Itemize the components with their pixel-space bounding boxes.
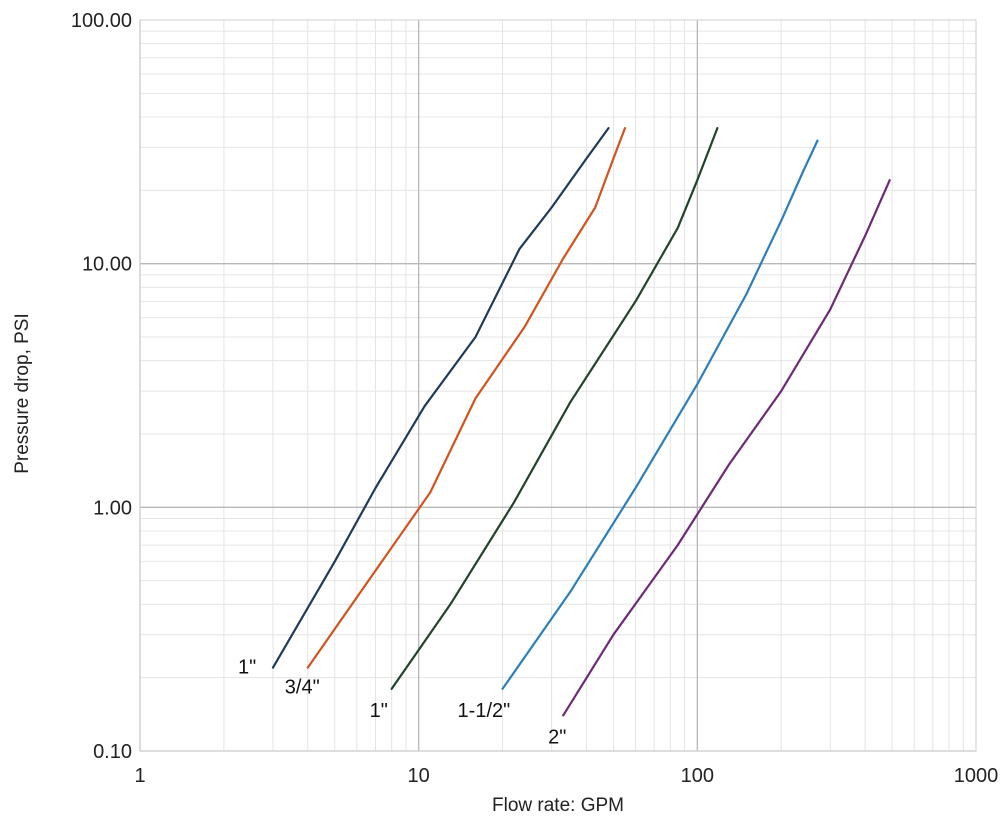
y-tick-label: 1.00	[93, 497, 132, 519]
series-line	[562, 179, 891, 717]
series-label: 3/4"	[285, 677, 320, 699]
plot-frame	[139, 19, 977, 752]
x-tick-label: 100	[681, 765, 714, 787]
series-line	[306, 127, 627, 669]
series-labels: 1" 3/4" 1" 1-1/2" 2"	[238, 657, 566, 749]
y-tick-label: 0.10	[93, 741, 132, 763]
x-axis-ticks: 1 10 100 1000	[134, 765, 998, 787]
series-line	[390, 127, 719, 690]
series-line	[501, 139, 819, 690]
y-axis-title: Pressure drop, PSI	[12, 313, 33, 474]
series-lines	[271, 127, 891, 717]
x-axis-title: Flow rate: GPM	[492, 795, 624, 816]
series-line	[271, 127, 610, 669]
series-label: 1"	[370, 700, 388, 722]
y-tick-label: 100.00	[71, 10, 132, 32]
y-axis-ticks: 0.10 1.00 10.00 100.00	[71, 10, 132, 763]
series-label: 1"	[238, 657, 256, 679]
y-tick-label: 10.00	[82, 254, 132, 276]
minor-gridlines	[140, 20, 976, 751]
series-label: 1-1/2"	[458, 700, 511, 722]
series-label: 2"	[548, 726, 566, 748]
x-tick-label: 1000	[954, 765, 999, 787]
x-tick-label: 10	[408, 765, 430, 787]
x-tick-label: 1	[134, 765, 145, 787]
